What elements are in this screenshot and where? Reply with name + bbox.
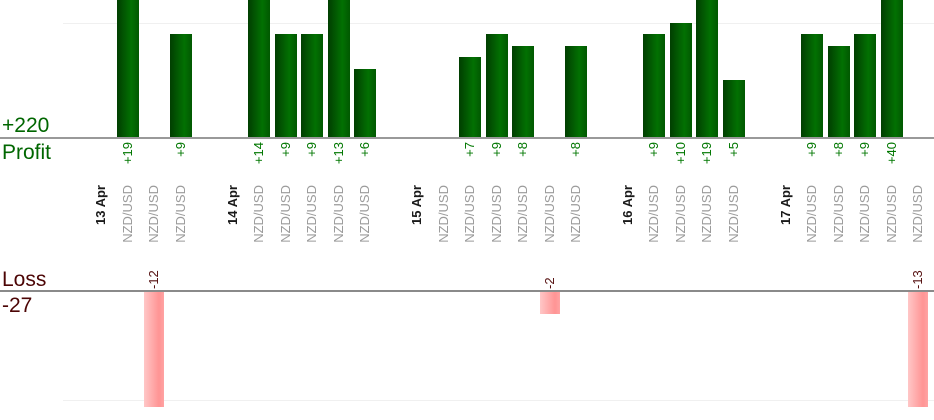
profit-bar[interactable] xyxy=(327,0,350,137)
symbol-label: NZD/USD xyxy=(804,185,820,243)
trade-profit-value: +9 xyxy=(304,142,320,157)
symbol-label: NZD/USD xyxy=(857,185,873,243)
trade-profit-value: +8 xyxy=(515,142,530,157)
symbol-label: NZD/USD xyxy=(172,185,188,243)
symbol-label: NZD/USD xyxy=(357,185,373,243)
profit-bar[interactable] xyxy=(512,45,534,137)
loss-axis-label: Loss xyxy=(2,268,47,291)
profit-bar[interactable] xyxy=(854,34,877,137)
loss-bar[interactable] xyxy=(539,292,560,314)
loss-bar[interactable] xyxy=(144,292,165,407)
date-label: 15 Apr xyxy=(409,185,424,225)
loss-gridline xyxy=(63,400,934,401)
trade-profit-value: +9 xyxy=(646,142,662,157)
trade-profit-value: +13 xyxy=(330,142,346,165)
symbol-label: NZD/USD xyxy=(910,185,926,243)
symbol-label: NZD/USD xyxy=(435,185,451,243)
profit-bar[interactable] xyxy=(722,80,745,137)
symbol-label: NZD/USD xyxy=(146,185,162,243)
profit-bar[interactable] xyxy=(696,0,719,137)
profit-bar[interactable] xyxy=(669,23,692,137)
loss-bars-layer xyxy=(0,292,934,407)
profit-bar[interactable] xyxy=(459,57,481,137)
trade-profit-value: +7 xyxy=(462,142,477,157)
loss-baseline xyxy=(0,290,934,292)
trade-profit-value: +5 xyxy=(725,142,741,157)
trade-profit-value: +9 xyxy=(857,142,873,157)
profit-total-label: +220 xyxy=(2,114,50,137)
trade-profit-value: +19 xyxy=(699,142,715,165)
profit-bar[interactable] xyxy=(116,0,139,137)
trade-profit-value: +6 xyxy=(357,142,373,157)
symbol-label: NZD/USD xyxy=(515,185,530,243)
trade-profit-value: +9 xyxy=(277,142,293,157)
trade-profit-value: +9 xyxy=(804,142,820,157)
symbol-label: NZD/USD xyxy=(462,185,477,243)
symbol-label: NZD/USD xyxy=(304,185,320,243)
symbol-label: NZD/USD xyxy=(699,185,715,243)
profit-bar[interactable] xyxy=(827,45,850,137)
profit-bar[interactable] xyxy=(880,0,903,137)
loss-total-label: -27 xyxy=(2,294,33,317)
date-label: 13 Apr xyxy=(93,185,109,225)
trade-profit-value: +8 xyxy=(568,142,583,157)
symbol-label: NZD/USD xyxy=(251,185,267,243)
symbol-label: NZD/USD xyxy=(277,185,293,243)
symbol-label: NZD/USD xyxy=(830,185,846,243)
trade-profit-value: +9 xyxy=(172,142,188,157)
date-label: 14 Apr xyxy=(224,185,240,225)
profit-bar[interactable] xyxy=(274,34,297,137)
symbol-label: NZD/USD xyxy=(646,185,662,243)
symbol-label: NZD/USD xyxy=(119,185,135,243)
date-label: 17 Apr xyxy=(777,185,793,225)
trade-profit-value: +40 xyxy=(883,142,899,165)
symbol-label: NZD/USD xyxy=(672,185,688,243)
profit-bar[interactable] xyxy=(301,34,324,137)
profit-bar[interactable] xyxy=(801,34,824,137)
date-label: 16 Apr xyxy=(619,185,635,225)
trade-loss-value: -2 xyxy=(541,277,557,289)
symbol-label: NZD/USD xyxy=(541,185,557,243)
profit-axis-label: Profit xyxy=(2,141,52,164)
trade-profit-value: +9 xyxy=(488,142,504,157)
profit-gridline xyxy=(63,23,934,24)
trade-profit-value: +19 xyxy=(119,142,135,165)
trade-loss-value: -13 xyxy=(910,270,926,289)
trade-profit-value: +14 xyxy=(251,142,267,165)
profit-bar[interactable] xyxy=(643,34,666,137)
loss-bar[interactable] xyxy=(908,292,929,407)
symbol-label: NZD/USD xyxy=(568,185,583,243)
trade-loss-value: -12 xyxy=(146,270,162,289)
profit-bar[interactable] xyxy=(248,0,271,137)
profit-bars-layer xyxy=(0,0,934,137)
symbol-label: NZD/USD xyxy=(725,185,741,243)
profit-baseline xyxy=(0,137,934,139)
trade-profit-value: +8 xyxy=(830,142,846,157)
symbol-label: NZD/USD xyxy=(883,185,899,243)
profit-bar[interactable] xyxy=(169,34,192,137)
symbol-label: NZD/USD xyxy=(330,185,346,243)
symbol-label: NZD/USD xyxy=(488,185,504,243)
profit-bar[interactable] xyxy=(565,45,587,137)
profit-bar[interactable] xyxy=(485,34,508,137)
trade-profit-value: +10 xyxy=(672,142,688,165)
profit-bar[interactable] xyxy=(354,68,377,137)
